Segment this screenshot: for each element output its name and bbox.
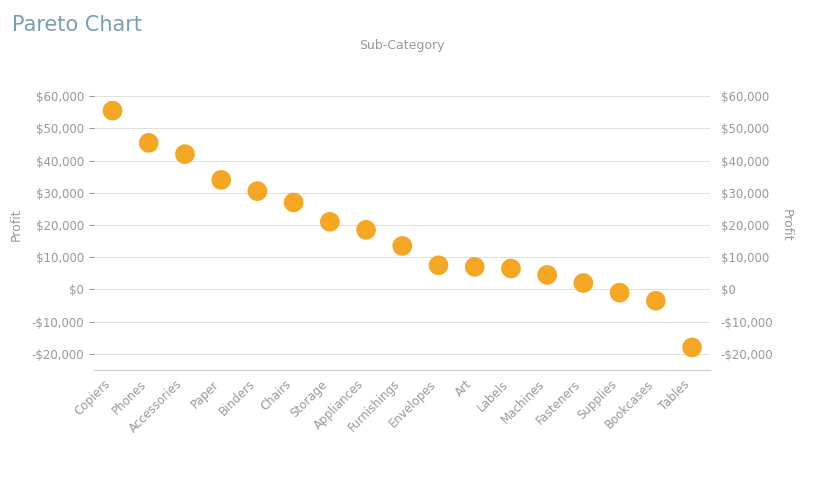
- Point: [323, 218, 337, 226]
- Point: [613, 288, 626, 296]
- Point: [468, 263, 481, 271]
- Y-axis label: Profit: Profit: [780, 208, 792, 242]
- Point: [360, 226, 373, 234]
- Point: [142, 139, 155, 147]
- Point: [251, 187, 264, 195]
- Point: [649, 296, 663, 304]
- Point: [577, 279, 590, 287]
- Point: [287, 198, 300, 206]
- Point: [686, 344, 699, 351]
- Point: [396, 242, 409, 250]
- Point: [214, 176, 227, 184]
- Text: Sub-Category: Sub-Category: [360, 40, 445, 52]
- Y-axis label: Profit: Profit: [10, 208, 23, 242]
- Point: [178, 150, 191, 158]
- Point: [540, 271, 553, 279]
- Text: Pareto Chart: Pareto Chart: [12, 15, 142, 35]
- Point: [106, 106, 119, 114]
- Point: [432, 262, 445, 270]
- Point: [504, 264, 517, 272]
